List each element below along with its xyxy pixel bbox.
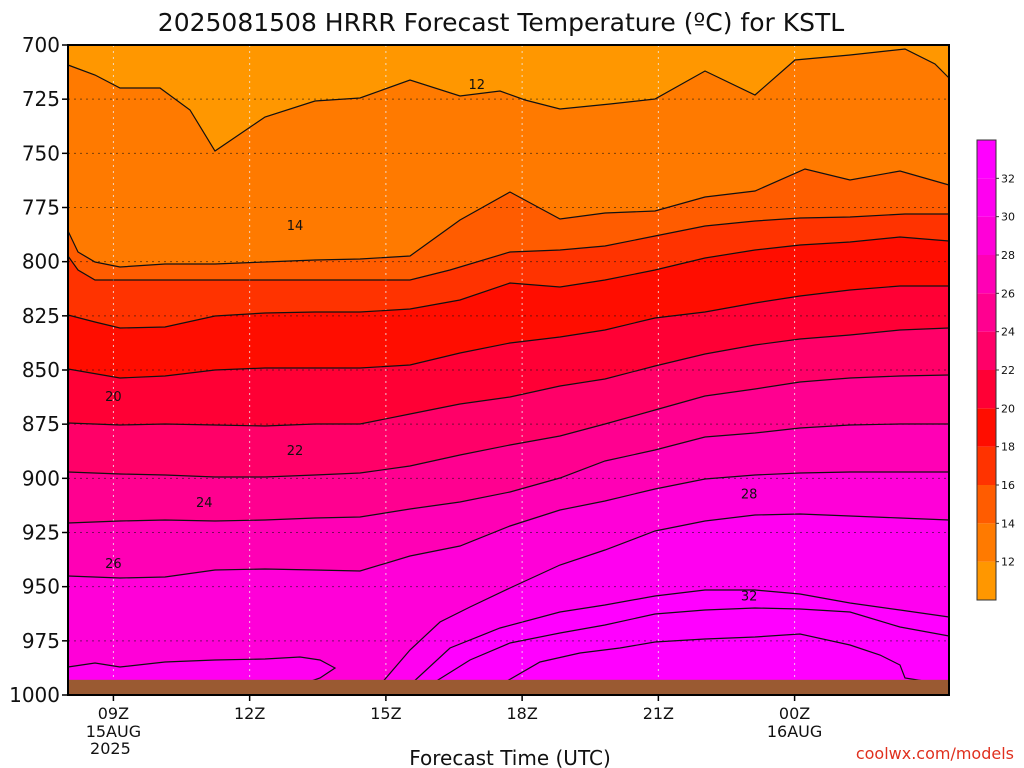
ground-strip (68, 679, 949, 695)
y-axis: 700 725 750 775 800 825 850 875 900 925 950 975 1000 (9, 33, 68, 707)
x-tick-label: 09Z (98, 704, 129, 723)
y-tick-label: 750 (22, 141, 60, 165)
plot-area (68, 45, 949, 695)
colorbar-segment (977, 178, 996, 217)
contour-line (499, 633, 950, 686)
colorbar-label: 14 (1001, 517, 1015, 530)
colorbar: 12 14 16 18 20 22 24 26 28 30 32 (976, 139, 1015, 601)
contour-line (67, 285, 949, 379)
colorbar-segment (977, 561, 996, 600)
contour-line (67, 471, 949, 579)
colorbar-segment (977, 140, 996, 179)
temperature-band (68, 214, 949, 328)
x-tick-label: 12Z (234, 704, 265, 723)
contour-labels: 12 14 20 22 24 26 28 32 (105, 78, 757, 604)
colorbar-segment (977, 216, 996, 255)
contour-label: 32 (741, 589, 758, 604)
temperature-band (68, 590, 949, 685)
colorbar-label: 12 (1001, 556, 1015, 569)
temperature-band (68, 328, 949, 477)
x-tick-date: 15AUG (86, 722, 141, 741)
y-tick-label: 1000 (9, 683, 60, 707)
colorbar-label: 32 (1001, 172, 1015, 185)
temperature-band (430, 608, 949, 685)
temperature-band (68, 634, 949, 695)
contour-label: 26 (105, 557, 122, 572)
temperature-band (68, 49, 949, 267)
y-tick-label: 925 (22, 521, 60, 545)
colorbar-segment (977, 293, 996, 332)
colorbar-segment (977, 485, 996, 524)
y-tick-label: 825 (22, 304, 60, 328)
colorbar-segment (977, 255, 996, 294)
colorbar-segment (977, 446, 996, 485)
colorbar-segment (977, 408, 996, 447)
temperature-band (68, 514, 949, 685)
contour-line (67, 48, 950, 152)
y-tick-label: 800 (22, 250, 60, 274)
contour-label: 22 (287, 444, 304, 459)
colorbar-label: 26 (1001, 287, 1015, 300)
contour-line (67, 374, 950, 478)
colorbar-label: 22 (1001, 364, 1015, 377)
temperature-band (68, 45, 949, 151)
contour-label: 20 (105, 390, 122, 405)
grid-lines (68, 45, 949, 695)
y-tick-label: 875 (22, 412, 60, 436)
contour-line (67, 513, 950, 686)
colorbar-segment (977, 523, 996, 562)
x-tick-label: 00Z (779, 704, 810, 723)
y-tick-label: 775 (22, 196, 60, 220)
temperature-band (68, 472, 949, 685)
contour-label: 28 (741, 488, 758, 503)
y-tick-label: 700 (22, 33, 60, 57)
colorbar-segment (977, 331, 996, 370)
y-tick-label: 900 (22, 466, 60, 490)
contour-label: 12 (468, 78, 485, 93)
colorbar-label: 24 (1001, 326, 1015, 339)
x-tick-date: 16AUG (767, 722, 822, 741)
y-tick-label: 975 (22, 629, 60, 653)
x-tick-year: 2025 (90, 739, 131, 758)
credit-text: coolwx.com/models (856, 744, 1014, 763)
y-tick-label: 725 (22, 87, 60, 111)
temperature-band (68, 237, 949, 378)
colorbar-segment (977, 370, 996, 409)
colorbar-label: 28 (1001, 249, 1015, 262)
colorbar-label: 18 (1001, 441, 1015, 454)
temperature-band (68, 286, 949, 426)
y-tick-label: 950 (22, 575, 60, 599)
x-tick-label: 15Z (370, 704, 401, 723)
temperature-band (68, 424, 949, 578)
contour-lines (67, 48, 950, 686)
ground-layer (68, 679, 949, 695)
colorbar-label: 30 (1001, 211, 1015, 224)
x-tick-label: 18Z (506, 704, 537, 723)
colorbar-label: 20 (1001, 402, 1015, 415)
contour-line (68, 589, 950, 686)
x-axis-label: Forecast Time (UTC) (409, 746, 611, 768)
contour-label: 14 (287, 219, 304, 234)
contour-line (67, 236, 950, 329)
chart-title: 2025081508 HRRR Forecast Temperature (ºC… (158, 8, 844, 37)
contour-label: 24 (196, 496, 213, 511)
contour-line (429, 607, 950, 686)
colorbar-label: 16 (1001, 479, 1015, 492)
y-tick-label: 850 (22, 358, 60, 382)
contour-line (67, 213, 949, 281)
temperature-band (68, 375, 949, 523)
x-tick-label: 21Z (643, 704, 674, 723)
contour-line (67, 168, 950, 268)
contour-line (67, 327, 950, 427)
contour-line (67, 423, 949, 524)
temperature-band (68, 169, 949, 280)
